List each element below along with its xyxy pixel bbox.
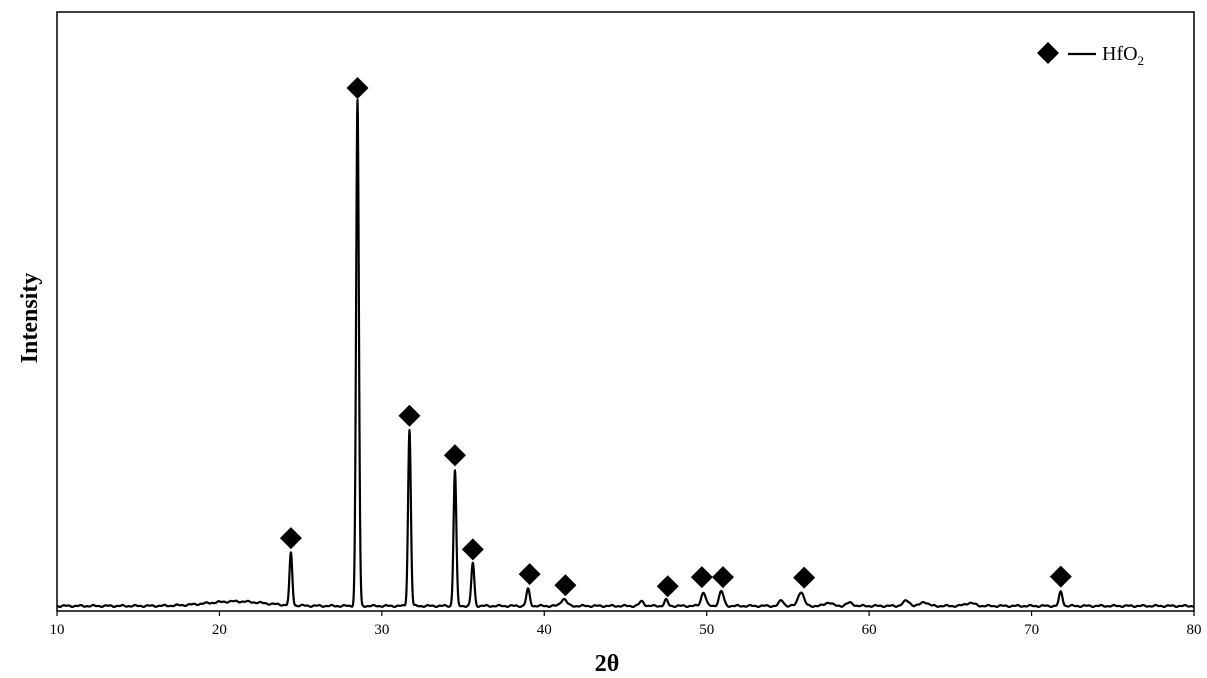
series-line-hfo2 — [56, 98, 1195, 609]
peak-markers — [279, 77, 1072, 598]
legend-label-subscript: 2 — [1138, 53, 1145, 68]
legend-diamond-marker — [1037, 42, 1059, 64]
x-tick-label: 60 — [862, 622, 877, 638]
x-tick-label: 20 — [212, 622, 227, 638]
peak-diamond-marker — [443, 444, 466, 467]
peak-diamond-marker — [461, 538, 484, 561]
legend: HfO2 — [1037, 42, 1144, 68]
x-tick-label: 70 — [1024, 622, 1039, 638]
plot-frame — [56, 11, 1195, 612]
peak-diamond-marker — [554, 574, 577, 597]
legend-label: HfO2 — [1102, 43, 1144, 68]
x-tick-label: 80 — [1187, 622, 1202, 638]
x-tick-label: 10 — [50, 622, 65, 638]
peak-diamond-marker — [656, 575, 679, 598]
peak-diamond-marker — [1049, 565, 1072, 588]
x-axis-title: 2θ — [595, 651, 620, 677]
legend-label-main: HfO — [1102, 43, 1138, 65]
x-axis-ticks: 10 20 30 40 50 60 70 80 — [50, 611, 1202, 638]
y-axis-title: Intensity — [17, 273, 43, 364]
x-tick-label: 40 — [537, 622, 552, 638]
x-tick-label: 30 — [374, 622, 389, 638]
peak-diamond-marker — [690, 566, 713, 589]
peak-diamond-marker — [346, 77, 369, 99]
peak-diamond-marker — [518, 563, 541, 586]
peak-diamond-marker — [793, 566, 816, 589]
peak-diamond-marker — [279, 527, 302, 550]
x-tick-label: 50 — [699, 622, 714, 638]
peak-diamond-marker — [398, 404, 421, 427]
peak-diamond-marker — [711, 566, 734, 589]
